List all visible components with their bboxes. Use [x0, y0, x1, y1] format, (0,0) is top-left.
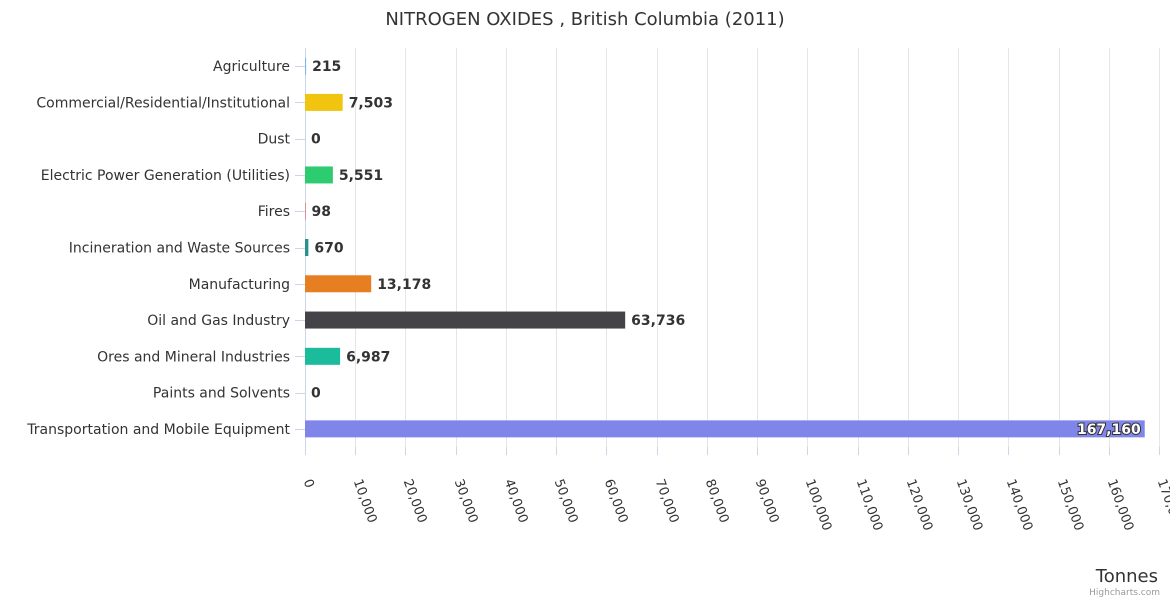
- x-tick-label: 140,000: [1003, 477, 1035, 533]
- bar: [305, 239, 309, 256]
- x-tick-label: 40,000: [501, 477, 531, 525]
- x-tick-label: 100,000: [802, 477, 834, 533]
- category-label: Manufacturing: [189, 277, 290, 293]
- x-tick-label: 70,000: [652, 477, 682, 525]
- category-label: Fires: [258, 204, 290, 220]
- x-tick-label: 120,000: [903, 477, 935, 533]
- x-tick-label: 90,000: [752, 477, 782, 525]
- data-label: 13,178: [377, 277, 431, 293]
- category-label: Agriculture: [213, 59, 290, 75]
- x-tick-label: 150,000: [1054, 477, 1086, 533]
- data-label: 63,736: [631, 313, 685, 329]
- x-tick-label: 130,000: [953, 477, 985, 533]
- x-tick-label: 60,000: [601, 477, 631, 525]
- data-label: 5,551: [339, 168, 383, 184]
- x-tick-label: 30,000: [451, 477, 481, 525]
- category-label: Ores and Mineral Industries: [97, 349, 290, 365]
- category-label: Transportation and Mobile Equipment: [26, 422, 290, 438]
- data-label: 215: [312, 59, 341, 75]
- data-label: 167,160: [1077, 422, 1141, 438]
- chart-title: NITROGEN OXIDES , British Columbia (2011…: [385, 9, 784, 30]
- bar: [305, 311, 626, 329]
- x-tick-label: 110,000: [853, 477, 885, 533]
- category-label: Commercial/Residential/Institutional: [36, 95, 290, 111]
- bar: [305, 275, 372, 293]
- bar: [305, 57, 307, 75]
- x-tick-label: 80,000: [702, 477, 732, 525]
- x-tick-label: 50,000: [551, 477, 581, 525]
- data-label: 0: [311, 132, 321, 148]
- data-label: 98: [311, 204, 330, 220]
- category-label: Electric Power Generation (Utilities): [41, 168, 290, 184]
- bar: [305, 93, 343, 111]
- category-label: Incineration and Waste Sources: [69, 241, 290, 257]
- x-tick-label: 170,000: [1154, 477, 1170, 533]
- data-label: 670: [314, 241, 343, 257]
- bar: [305, 166, 333, 184]
- data-label: 7,503: [349, 95, 393, 111]
- category-label: Paints and Solvents: [153, 386, 290, 402]
- data-label: 6,987: [346, 349, 390, 365]
- data-label: 0: [311, 386, 321, 402]
- x-tick-label: 0: [300, 477, 317, 490]
- category-label: Dust: [258, 132, 291, 148]
- x-tick-label: 10,000: [350, 477, 380, 525]
- bar: [305, 420, 1145, 438]
- credits-link[interactable]: Highcharts.com: [1089, 588, 1160, 598]
- bar: [305, 347, 341, 365]
- x-tick-label: 160,000: [1104, 477, 1136, 533]
- x-tick-label: 20,000: [400, 477, 430, 525]
- category-label: Oil and Gas Industry: [147, 313, 290, 329]
- value-axis-title: Tonnes: [1095, 566, 1158, 587]
